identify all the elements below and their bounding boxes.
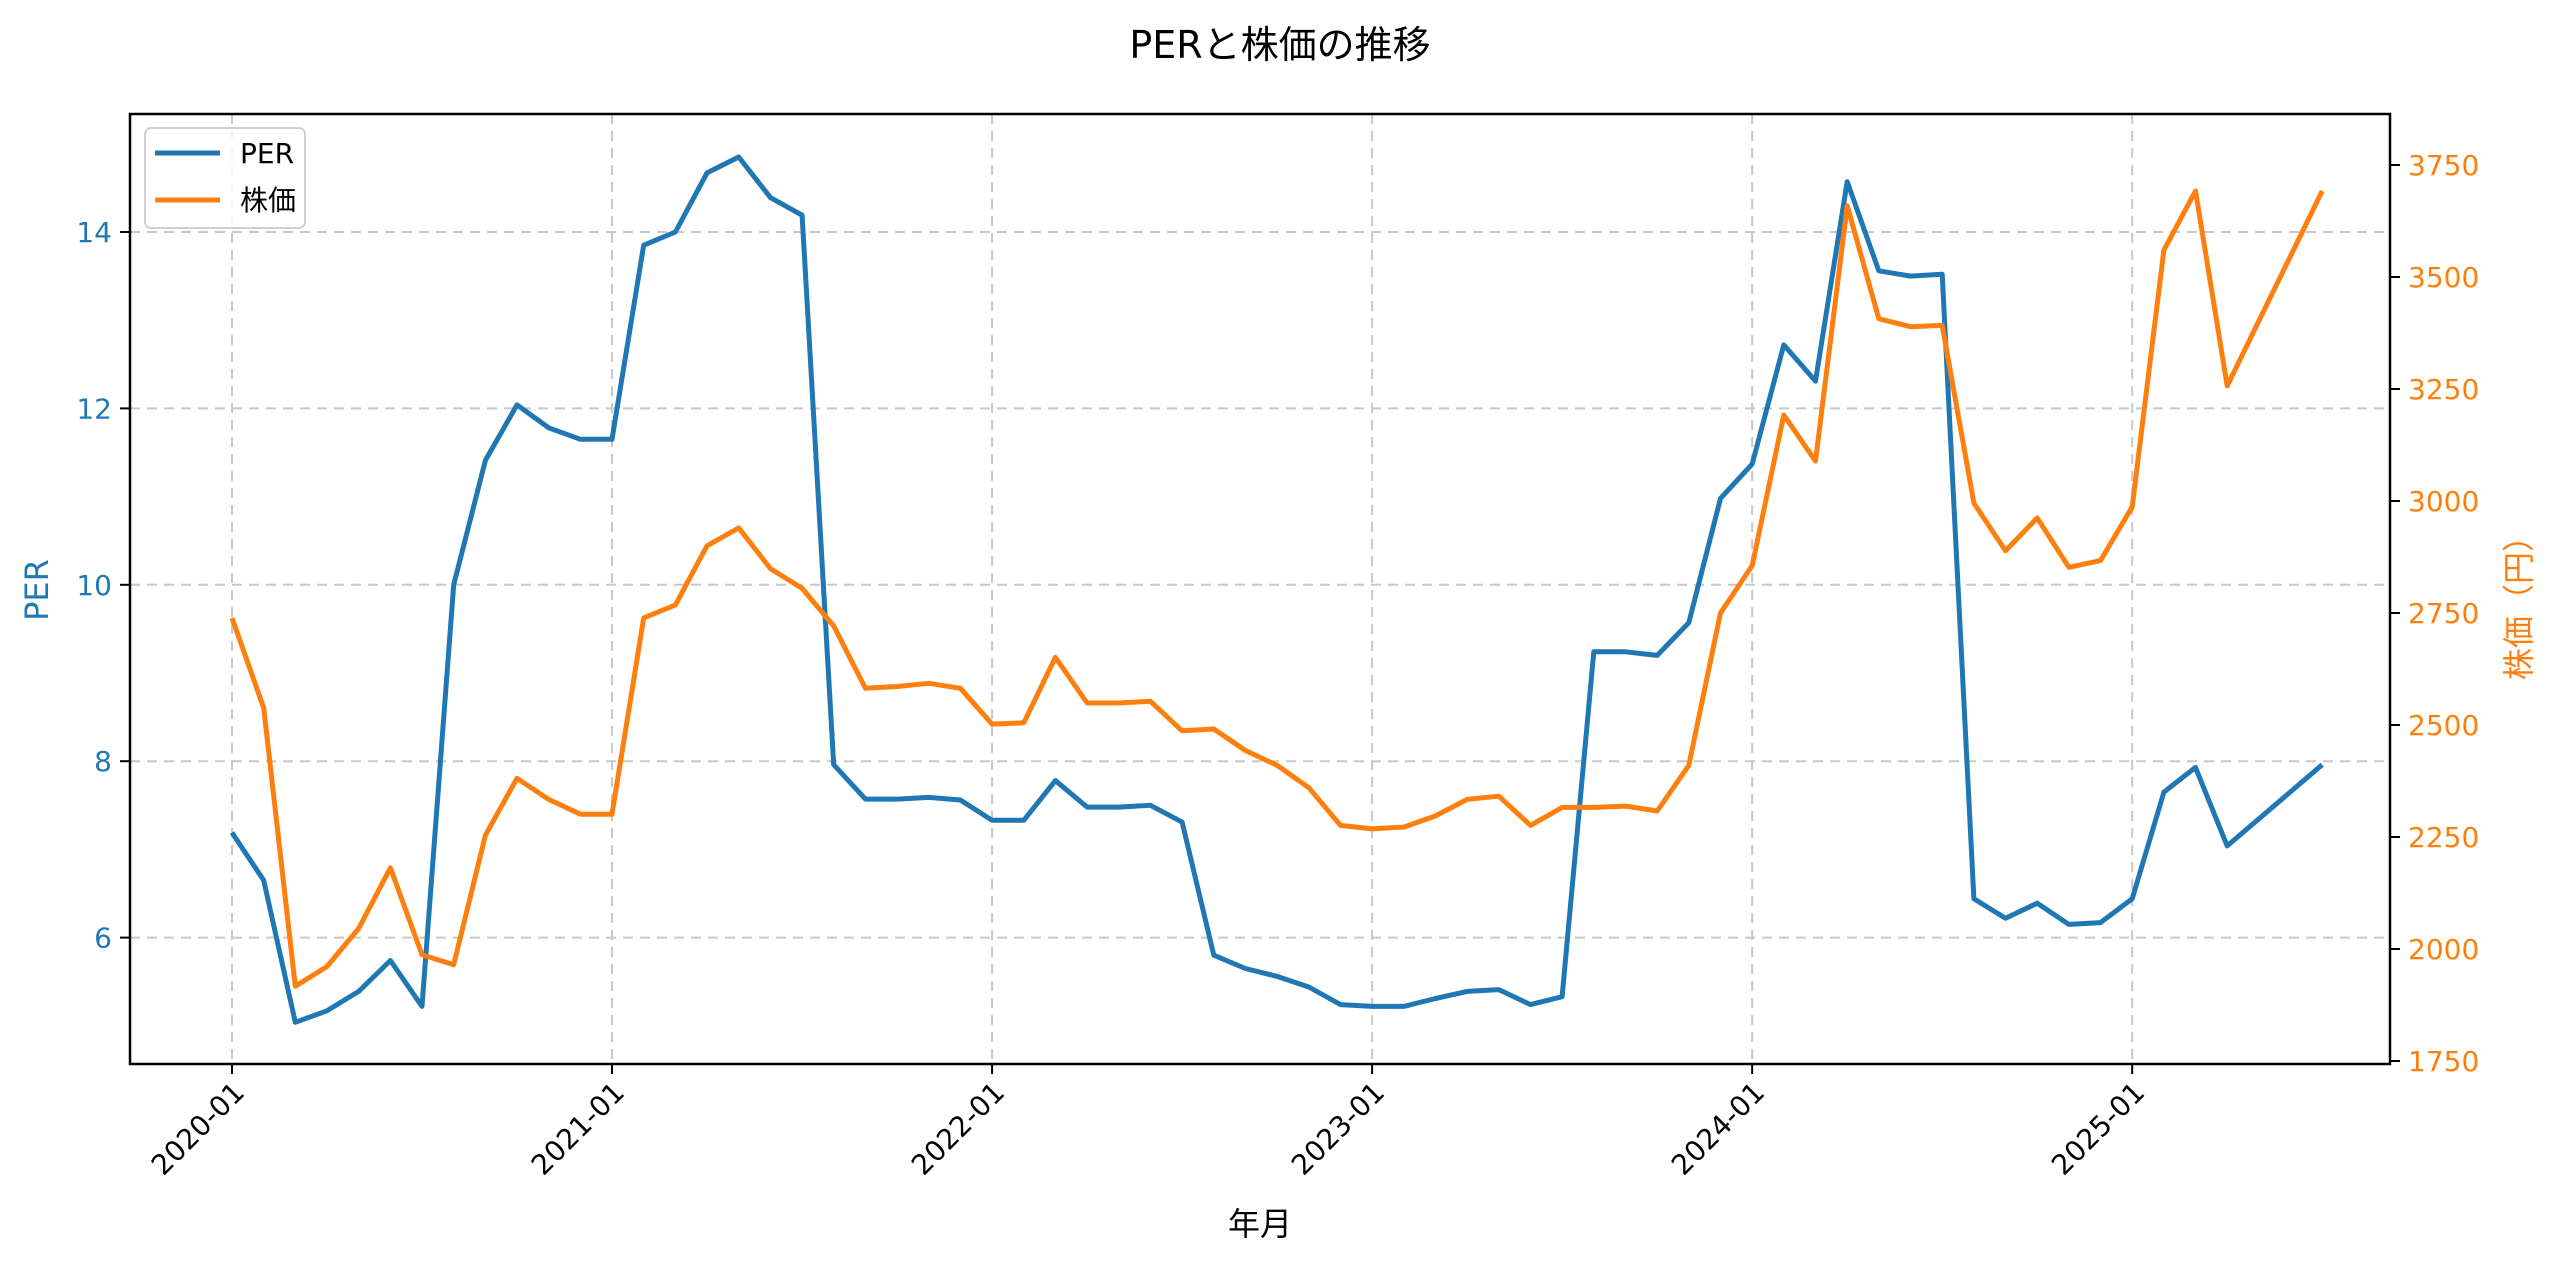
left-axis-label: PER: [18, 559, 56, 621]
x-tick-label: 2022-01: [905, 1076, 1011, 1182]
legend-label-price: 株価: [240, 184, 296, 217]
left-tick-label: 6: [94, 922, 112, 955]
grid-lines: [130, 114, 2390, 1064]
right-tick-label: 3000: [2408, 485, 2479, 518]
left-tick-label: 14: [76, 216, 112, 249]
left-axis-ticks: 6 8 10 12 14: [76, 216, 130, 955]
right-tick-label: 2250: [2408, 821, 2479, 854]
right-tick-label: 3750: [2408, 149, 2479, 182]
x-tick-label: 2020-01: [145, 1076, 251, 1182]
series-line-per: [229, 154, 2324, 1025]
right-tick-label: 2000: [2408, 933, 2479, 966]
chart-title: PERと株価の推移: [1129, 23, 1431, 67]
x-axis-label: 年月: [1228, 1205, 1292, 1243]
x-tick-label: 2024-01: [1665, 1076, 1771, 1182]
plot-frame: [128, 112, 2392, 1066]
right-axis-ticks: 1750 2000 2250 2500 2750 3000 3250 3500 3750: [2390, 149, 2479, 1078]
left-tick-label: 10: [76, 569, 112, 602]
left-tick-label: 8: [94, 745, 112, 778]
right-tick-label: 3500: [2408, 261, 2479, 294]
x-tick-label: 2021-01: [525, 1076, 631, 1182]
x-axis-ticks: 2020-01 2021-01 2022-01 2023-01 2024-01 2025-…: [145, 1064, 2151, 1182]
legend-label-per: PER: [240, 137, 294, 170]
right-tick-label: 1750: [2408, 1045, 2479, 1078]
right-tick-label: 2500: [2408, 709, 2479, 742]
right-axis-label: 株価（円）: [2500, 520, 2538, 680]
x-tick-label: 2023-01: [1285, 1076, 1391, 1182]
data-lines: [229, 154, 2325, 1025]
left-tick-label: 12: [76, 392, 112, 425]
legend: PER 株価: [144, 127, 306, 229]
series-line-price: [229, 188, 2325, 989]
x-tick-label: 2025-01: [2045, 1076, 2151, 1182]
right-tick-label: 2750: [2408, 597, 2479, 630]
right-tick-label: 3250: [2408, 373, 2479, 406]
